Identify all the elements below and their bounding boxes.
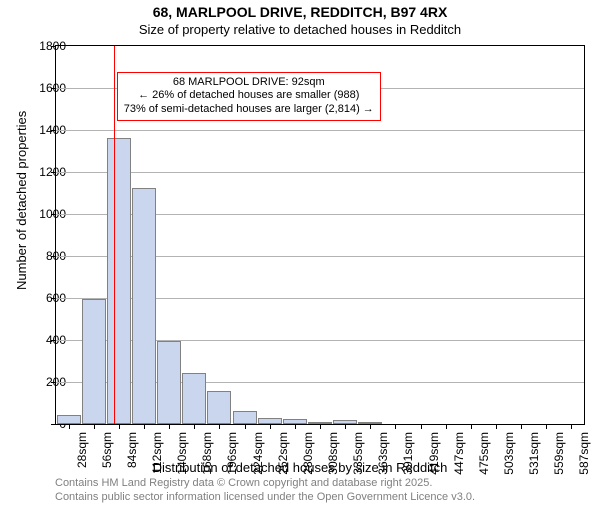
x-axis-label: Distribution of detached houses by size … [0, 460, 600, 475]
bar [57, 415, 81, 424]
annotation-line-2: ← 26% of detached houses are smaller (98… [124, 89, 374, 103]
bar [258, 418, 282, 424]
bar [82, 299, 106, 424]
x-tick-mark [270, 425, 271, 429]
bar [207, 391, 231, 424]
x-tick-mark [446, 425, 447, 429]
x-tick-mark [245, 425, 246, 429]
x-tick-label: 531sqm [527, 432, 541, 532]
x-tick-mark [395, 425, 396, 429]
bar [233, 411, 257, 424]
bar [132, 188, 156, 424]
x-tick-mark [571, 425, 572, 429]
bar [283, 419, 307, 424]
x-tick-label: 503sqm [502, 432, 516, 532]
x-tick-label: 587sqm [577, 432, 591, 532]
bar [308, 422, 332, 424]
x-tick-mark [546, 425, 547, 429]
bar [358, 422, 382, 424]
x-tick-mark [69, 425, 70, 429]
bar [182, 373, 206, 424]
x-tick-mark [370, 425, 371, 429]
chart-container: 68, MARLPOOL DRIVE, REDDITCH, B97 4RX Si… [0, 0, 600, 500]
x-tick-label: 559sqm [552, 432, 566, 532]
x-tick-label: 475sqm [477, 432, 491, 532]
x-tick-mark [421, 425, 422, 429]
x-tick-mark [94, 425, 95, 429]
gridline [56, 130, 584, 131]
y-axis-label: Number of detached properties [14, 111, 29, 290]
chart-subtitle: Size of property relative to detached ho… [0, 22, 600, 37]
x-tick-mark [471, 425, 472, 429]
x-tick-mark [144, 425, 145, 429]
footer-line-1: Contains HM Land Registry data © Crown c… [55, 476, 475, 490]
footer-line-2: Contains public sector information licen… [55, 490, 475, 504]
x-tick-mark [194, 425, 195, 429]
bar [333, 420, 357, 424]
x-tick-mark [119, 425, 120, 429]
x-tick-mark [295, 425, 296, 429]
x-tick-mark [496, 425, 497, 429]
annotation-box: 68 MARLPOOL DRIVE: 92sqm ← 26% of detach… [117, 72, 381, 121]
x-tick-mark [345, 425, 346, 429]
reference-line [114, 46, 115, 424]
chart-title: 68, MARLPOOL DRIVE, REDDITCH, B97 4RX [0, 4, 600, 20]
plot-area: 68 MARLPOOL DRIVE: 92sqm ← 26% of detach… [55, 45, 585, 425]
bar [157, 341, 181, 424]
annotation-line-3: 73% of semi-detached houses are larger (… [124, 103, 374, 117]
x-tick-mark [219, 425, 220, 429]
bar [107, 138, 131, 424]
x-tick-mark [320, 425, 321, 429]
x-tick-mark [521, 425, 522, 429]
x-tick-mark [169, 425, 170, 429]
gridline [56, 172, 584, 173]
annotation-line-1: 68 MARLPOOL DRIVE: 92sqm [124, 76, 374, 90]
footer-text: Contains HM Land Registry data © Crown c… [55, 476, 475, 505]
